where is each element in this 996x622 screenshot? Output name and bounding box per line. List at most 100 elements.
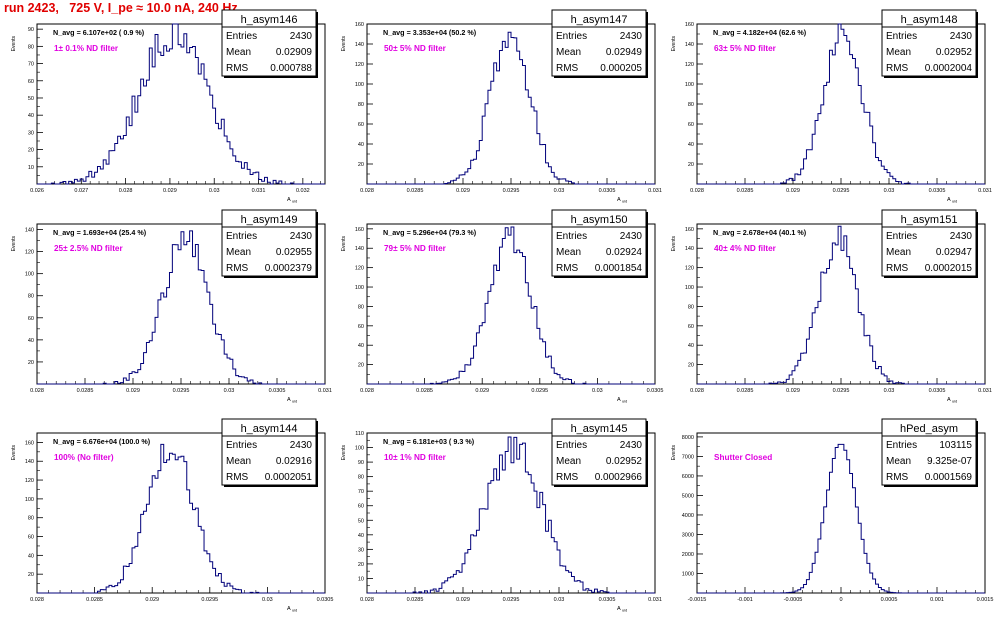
navg-label: N_avg = 6.181e+03 ( 9.3 %) xyxy=(383,437,475,446)
stats-title: h_asym146 xyxy=(241,14,298,26)
stats-title: h_asym149 xyxy=(241,214,298,226)
y-tick-label: 5000 xyxy=(682,493,694,499)
y-tick-label: 160 xyxy=(25,440,34,446)
navg-label: N_avg = 4.182e+04 (62.6 %) xyxy=(713,28,807,37)
y-tick-label: 120 xyxy=(685,62,694,68)
plot-frame xyxy=(36,23,326,185)
x-tick-label: 0.0285 xyxy=(77,388,94,394)
y-tick-label: 20 xyxy=(28,360,34,366)
stats-title: h_asym150 xyxy=(571,214,628,226)
x-tick-label: 0.0285 xyxy=(86,597,103,603)
y-tick-label: 40 xyxy=(28,553,34,559)
x-tick-label: 0.0305 xyxy=(929,188,946,194)
y-tick-label: 160 xyxy=(355,22,364,28)
y-tick-label: 100 xyxy=(355,285,364,291)
stats-box xyxy=(881,209,977,277)
x-tick-label: 0.0305 xyxy=(269,388,286,394)
x-tick-label: -0.001 xyxy=(737,597,753,603)
x-tick-label: 0.029 xyxy=(786,188,800,194)
y-tick-label: 40 xyxy=(688,142,694,148)
x-tick-label: 0.0305 xyxy=(599,597,616,603)
x-tick-label: 0.0285 xyxy=(407,188,424,194)
y-axis-title: Events xyxy=(341,445,347,461)
y-axis-title: Events xyxy=(671,445,677,461)
y-tick-label: 80 xyxy=(358,102,364,108)
x-tick-label: 0.03 xyxy=(224,388,235,394)
x-tick-label: 0.03 xyxy=(554,188,565,194)
navg-label: N_avg = 1.693e+04 (25.4 %) xyxy=(53,228,147,237)
filter-label: 40± 4% ND filter xyxy=(714,244,777,253)
x-tick-label: 0.0305 xyxy=(929,388,946,394)
y-tick-label: 120 xyxy=(25,478,34,484)
y-tick-label: 60 xyxy=(358,122,364,128)
y-axis-title: Events xyxy=(11,236,17,252)
stats-box xyxy=(881,418,977,486)
x-tick-label: 0.028 xyxy=(30,597,44,603)
x-tick-label: 0.028 xyxy=(360,188,374,194)
x-tick-label: 0.0285 xyxy=(737,388,754,394)
y-tick-label: 80 xyxy=(28,294,34,300)
stats-box xyxy=(881,9,977,77)
x-tick-label: 0.0005 xyxy=(881,597,898,603)
stats-key: Entries xyxy=(226,440,257,451)
x-tick-label: 0.0015 xyxy=(977,597,994,603)
x-tick-label: 0.0305 xyxy=(599,188,616,194)
stats-value: 0.0002015 xyxy=(925,263,973,274)
stats-key: Entries xyxy=(226,231,257,242)
stats-value: 0.02949 xyxy=(606,47,643,58)
x-tick-label: 0.031 xyxy=(318,388,332,394)
stats-value: 2430 xyxy=(290,231,313,242)
stats-value: 2430 xyxy=(620,231,643,242)
stats-value: 2430 xyxy=(290,440,313,451)
y-tick-label: 70 xyxy=(28,62,34,68)
x-tick-label: 0.0295 xyxy=(201,597,218,603)
y-tick-label: 3000 xyxy=(682,532,694,538)
stats-key: RMS xyxy=(226,472,249,483)
stats-key: Mean xyxy=(886,247,911,258)
stats-key: Mean xyxy=(556,47,581,58)
histogram-bars xyxy=(697,225,985,385)
stats-value: 0.0002004 xyxy=(925,63,973,74)
y-tick-label: 140 xyxy=(25,228,34,234)
y-tick-label: 20 xyxy=(28,148,34,154)
y-tick-label: 160 xyxy=(685,22,694,28)
x-tick-label: 0.031 xyxy=(648,597,662,603)
stats-key: Entries xyxy=(886,440,917,451)
histogram-panel-hPed_asym: 1000 2000 3000 4000 5000 6000 7000 8000 -0.0015 -… xyxy=(671,418,994,603)
y-tick-label: 120 xyxy=(685,266,694,272)
x-tick-label: 0.031 xyxy=(252,188,266,194)
y-tick-label: 40 xyxy=(28,113,34,119)
stats-key: Entries xyxy=(226,31,257,42)
x-tick-label: 0.0295 xyxy=(503,188,520,194)
stats-value: 103115 xyxy=(939,440,972,451)
histogram-bars xyxy=(367,31,655,185)
x-tick-label: 0.03 xyxy=(262,597,273,603)
x-tick-label: 0.0295 xyxy=(173,388,190,394)
y-tick-label: 80 xyxy=(358,475,364,481)
x-tick-label: 0.028 xyxy=(119,188,133,194)
stats-box xyxy=(551,9,647,77)
y-tick-label: 50 xyxy=(28,96,34,102)
navg-label: N_avg = 2.678e+04 (40.1 %) xyxy=(713,228,807,237)
histogram-panel-h_asym146: 10 20 30 40 50 60 70 80 90 0.026 0.027 0.028 0.029 0.… xyxy=(11,9,326,204)
stats-key: RMS xyxy=(886,63,909,74)
filter-label: 1± 0.1% ND filter xyxy=(54,44,119,53)
x-tick-label: 0.03 xyxy=(209,188,220,194)
y-tick-label: 140 xyxy=(685,42,694,48)
x-tick-label: 0.029 xyxy=(145,597,159,603)
stats-key: RMS xyxy=(556,472,579,483)
histogram-bars xyxy=(367,436,655,594)
stats-value: 9.325e-07 xyxy=(927,456,972,467)
x-tick-label: 0.0295 xyxy=(833,388,850,394)
filter-label: 10± 1% ND filter xyxy=(384,453,447,462)
y-tick-label: 60 xyxy=(358,504,364,510)
stats-value: 0.0001854 xyxy=(595,263,643,274)
stats-box xyxy=(221,9,317,77)
stats-title: h_asym151 xyxy=(901,214,958,226)
stats-value: 0.02947 xyxy=(936,247,973,258)
y-tick-label: 100 xyxy=(685,82,694,88)
